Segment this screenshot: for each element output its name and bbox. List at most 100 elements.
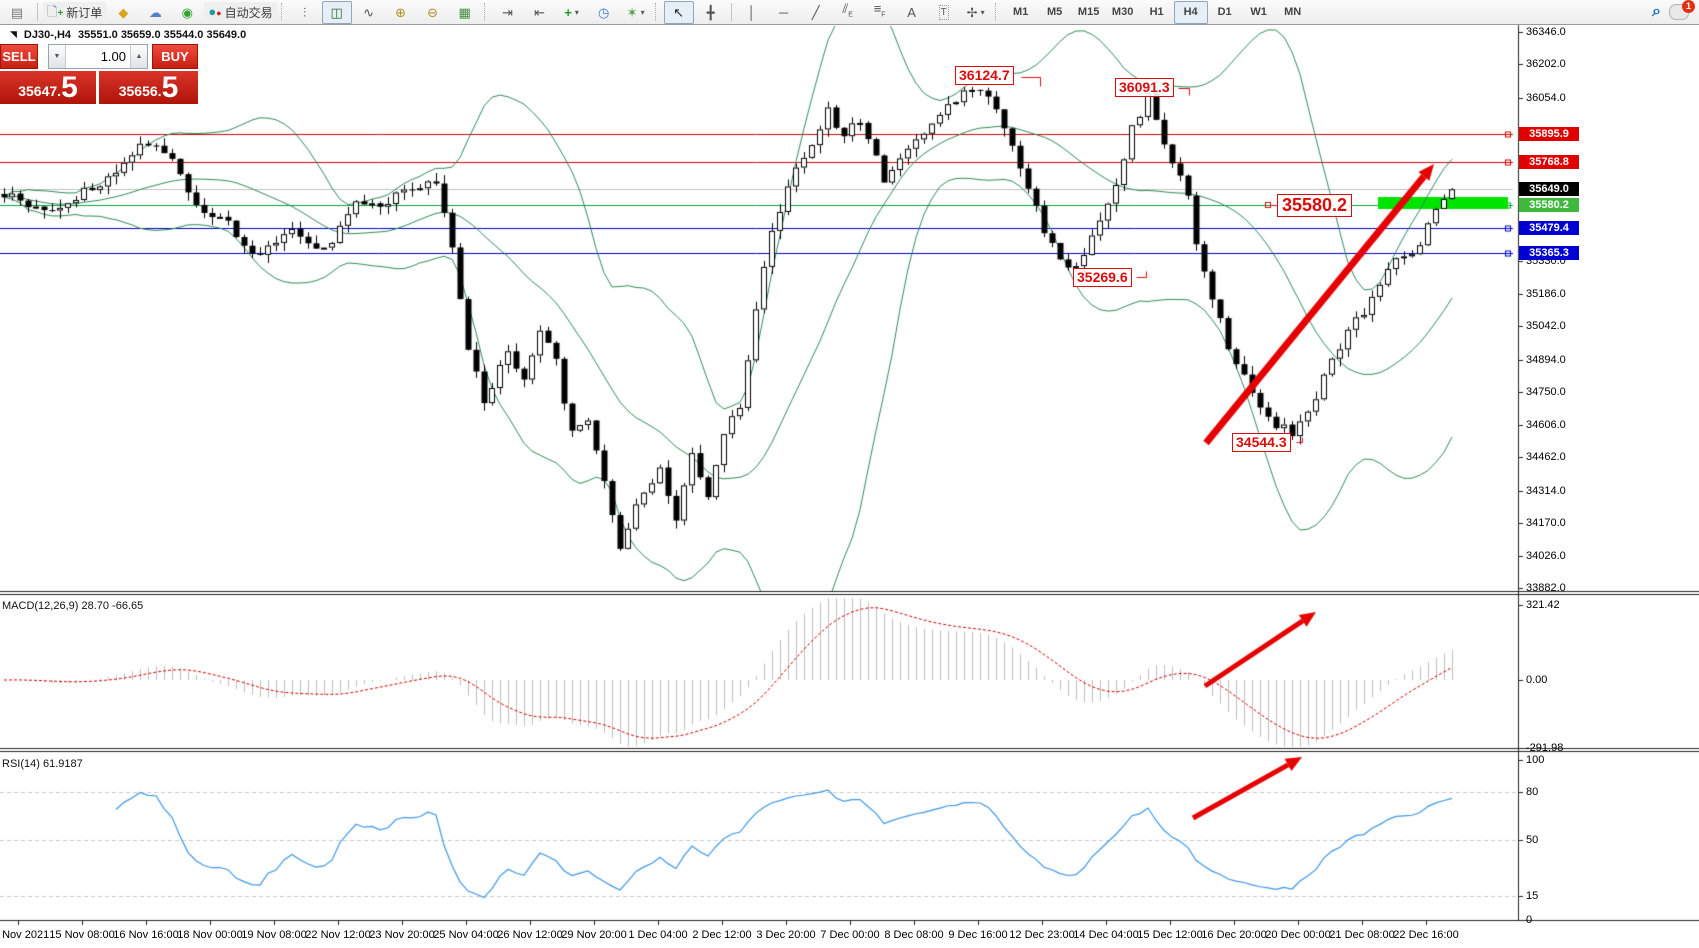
time-axis-label: 8 Dec 08:00 (884, 929, 944, 941)
chart-ohlc-values: 35551.0 35659.0 35544.0 35649.0 (78, 29, 247, 41)
candlestick-chart-icon[interactable]: ◫ (321, 0, 352, 24)
price-tag-35580.2: 35580.2 (1519, 197, 1579, 212)
rsi-axis-tick: 15 (1526, 890, 1539, 902)
price-tag-35895.9: 35895.9 (1519, 126, 1579, 141)
new-order-button[interactable]: 🗋+ 新订单 (43, 1, 107, 23)
bar-chart-icon[interactable]: ⫶ (303, 4, 307, 20)
timeframe-m30[interactable]: M30 (1111, 6, 1134, 18)
notification-badge: 1 (1682, 0, 1695, 13)
price-axis-tick: 34462.0 (1526, 451, 1566, 464)
volume-increase-button[interactable]: ▲ (130, 45, 147, 68)
auto-scroll-icon[interactable]: ⇥ (502, 4, 514, 20)
tile-windows-icon[interactable]: ▦ (458, 4, 471, 20)
notifications-icon[interactable]: 1 (1669, 0, 1695, 20)
annotation-35269.6[interactable]: 35269.6 (1073, 268, 1132, 287)
price-axis-tick: 34606.0 (1526, 418, 1566, 431)
deposit-icon[interactable]: ◆ (118, 4, 129, 20)
volume-value[interactable]: 1.00 (100, 49, 126, 64)
price-axis-tick: 34894.0 (1526, 353, 1566, 366)
price-axis-tick: 36346.0 (1526, 26, 1566, 38)
auto-trading-label: 自动交易 (224, 5, 273, 20)
time-axis-label: 2 Dec 12:00 (692, 929, 752, 941)
timeframe-m15[interactable]: M15 (1077, 6, 1100, 18)
price-axis-tick: 36054.0 (1526, 91, 1566, 104)
time-axis-label: 14 Dec 04:00 (1073, 929, 1139, 941)
time-axis-label: 22 Nov 12:00 (305, 929, 371, 941)
time-axis-label: 29 Nov 20:00 (561, 929, 627, 941)
timeframe-d1[interactable]: D1 (1217, 6, 1232, 18)
zoom-out-icon[interactable]: ⊖ (427, 4, 439, 20)
timeframe-h1[interactable]: H1 (1149, 6, 1164, 18)
time-axis-label: 12 Nov 2021 (0, 929, 50, 941)
annotation-36091.3[interactable]: 36091.3 (1115, 78, 1174, 97)
sell-price[interactable]: 35647. 5 (0, 71, 96, 104)
time-axis-label: 12 Dec 23:00 (1009, 929, 1075, 941)
macd-axis-tick: 0.00 (1526, 674, 1548, 686)
time-axis-label: 25 Nov 04:00 (433, 929, 499, 941)
time-axis-label: 7 Dec 00:00 (820, 929, 880, 941)
time-axis-label: 21 Dec 08:00 (1329, 929, 1395, 941)
time-axis-label: 3 Dec 20:00 (756, 929, 816, 941)
search-icon[interactable]: ⌕ (1652, 3, 1661, 20)
time-axis-label: 16 Dec 20:00 (1201, 929, 1267, 941)
chart-shift-icon[interactable]: ⇤ (534, 4, 546, 20)
annotation-34544.3[interactable]: 34544.3 (1232, 433, 1291, 452)
timeframe-w1[interactable]: W1 (1250, 6, 1267, 18)
indicators-icon[interactable]: ✶ ▾ (626, 4, 645, 20)
channel-tool-icon[interactable]: ⫽E (842, 1, 853, 19)
timeframe-m5[interactable]: M5 (1046, 6, 1063, 18)
fibonacci-tool-icon[interactable]: ≡F (873, 1, 886, 19)
macd-label: MACD(12,26,9) 28.70 -66.65 (2, 600, 144, 612)
volume-decrease-button[interactable]: ▼ (49, 45, 66, 68)
line-chart-icon[interactable]: ∿ (363, 4, 375, 20)
buy-price[interactable]: 35656. 5 (99, 71, 198, 104)
arrows-tool-icon[interactable]: ✢ ▾ (966, 4, 985, 20)
time-axis-label: 26 Nov 12:00 (497, 929, 563, 941)
timeframe-m1[interactable]: M1 (1012, 6, 1029, 18)
time-axis-label: 9 Dec 16:00 (948, 929, 1008, 941)
price-axis-tick: 34750.0 (1526, 386, 1566, 399)
horizontal-line-tool-icon[interactable]: ─ (779, 4, 789, 20)
price-tag-35649.0: 35649.0 (1519, 182, 1579, 197)
cursor-tool-icon[interactable]: ↖ (663, 0, 694, 24)
annotation-36124.7[interactable]: 36124.7 (955, 66, 1014, 85)
one-click-trading-panel: SELL ▼ 1.00 ▲ BUY 35647. 5 35656. 5 (0, 44, 198, 104)
buy-button[interactable]: BUY (152, 44, 198, 69)
auto-trading-button[interactable]: ●● 自动交易 (204, 1, 277, 23)
market-icon[interactable]: ☁ (148, 4, 162, 20)
rsi-axis-tick: 100 (1526, 754, 1545, 766)
period-clock-icon[interactable]: ◷ (597, 4, 610, 20)
text-tool-icon[interactable]: A (907, 4, 916, 20)
rsi-axis-tick: 50 (1526, 834, 1539, 846)
timeframe-mn[interactable]: MN (1284, 6, 1302, 18)
time-axis-label: 18 Nov 00:00 (177, 929, 243, 941)
time-axis-label: 20 Dec 00:00 (1265, 929, 1331, 941)
rsi-axis-tick: 0 (1526, 914, 1533, 926)
price-axis-tick: 34170.0 (1526, 517, 1566, 529)
sell-button[interactable]: SELL (0, 44, 38, 69)
trendline-tool-icon[interactable]: ╱ (811, 4, 820, 20)
toolbar: ▤ 🗋+ 新订单 ◆ ☁ ◉ ●● 自动交易 ⫶ ◫ ∿ ⊕ ⊖ ▦ ⇥ ⇤ +… (0, 0, 1699, 25)
price-axis-tick: 35042.0 (1526, 320, 1566, 333)
new-chart-button[interactable]: + ▾ (564, 4, 579, 20)
price-axis-tick: 34026.0 (1526, 549, 1566, 562)
zoom-in-icon[interactable]: ⊕ (395, 4, 407, 20)
annotation-35580.2[interactable]: 35580.2 (1277, 194, 1353, 217)
clipped-chart-icon[interactable]: ▤ (10, 4, 24, 20)
timeframe-h4[interactable]: H4 (1173, 0, 1208, 24)
time-axis-label: 16 Nov 16:00 (113, 929, 179, 941)
price-axis-tick: 33882.0 (1526, 582, 1566, 594)
volume-stepper: ▼ 1.00 ▲ (48, 44, 148, 69)
crosshair-tool-icon[interactable]: ╋ (706, 4, 715, 20)
price-tag-35768.8: 35768.8 (1519, 155, 1579, 170)
chart-marker-icon: ◥ (10, 29, 17, 39)
time-axis-label: 22 Dec 16:00 (1393, 929, 1459, 941)
time-axis-label: 1 Dec 04:00 (628, 929, 688, 941)
vertical-line-tool-icon[interactable]: │ (747, 4, 756, 20)
signals-icon[interactable]: ◉ (181, 4, 193, 20)
rsi-label: RSI(14) 61.9187 (2, 758, 83, 770)
text-label-tool-icon[interactable]: T (938, 4, 949, 20)
price-axis-tick: 35186.0 (1526, 287, 1566, 300)
